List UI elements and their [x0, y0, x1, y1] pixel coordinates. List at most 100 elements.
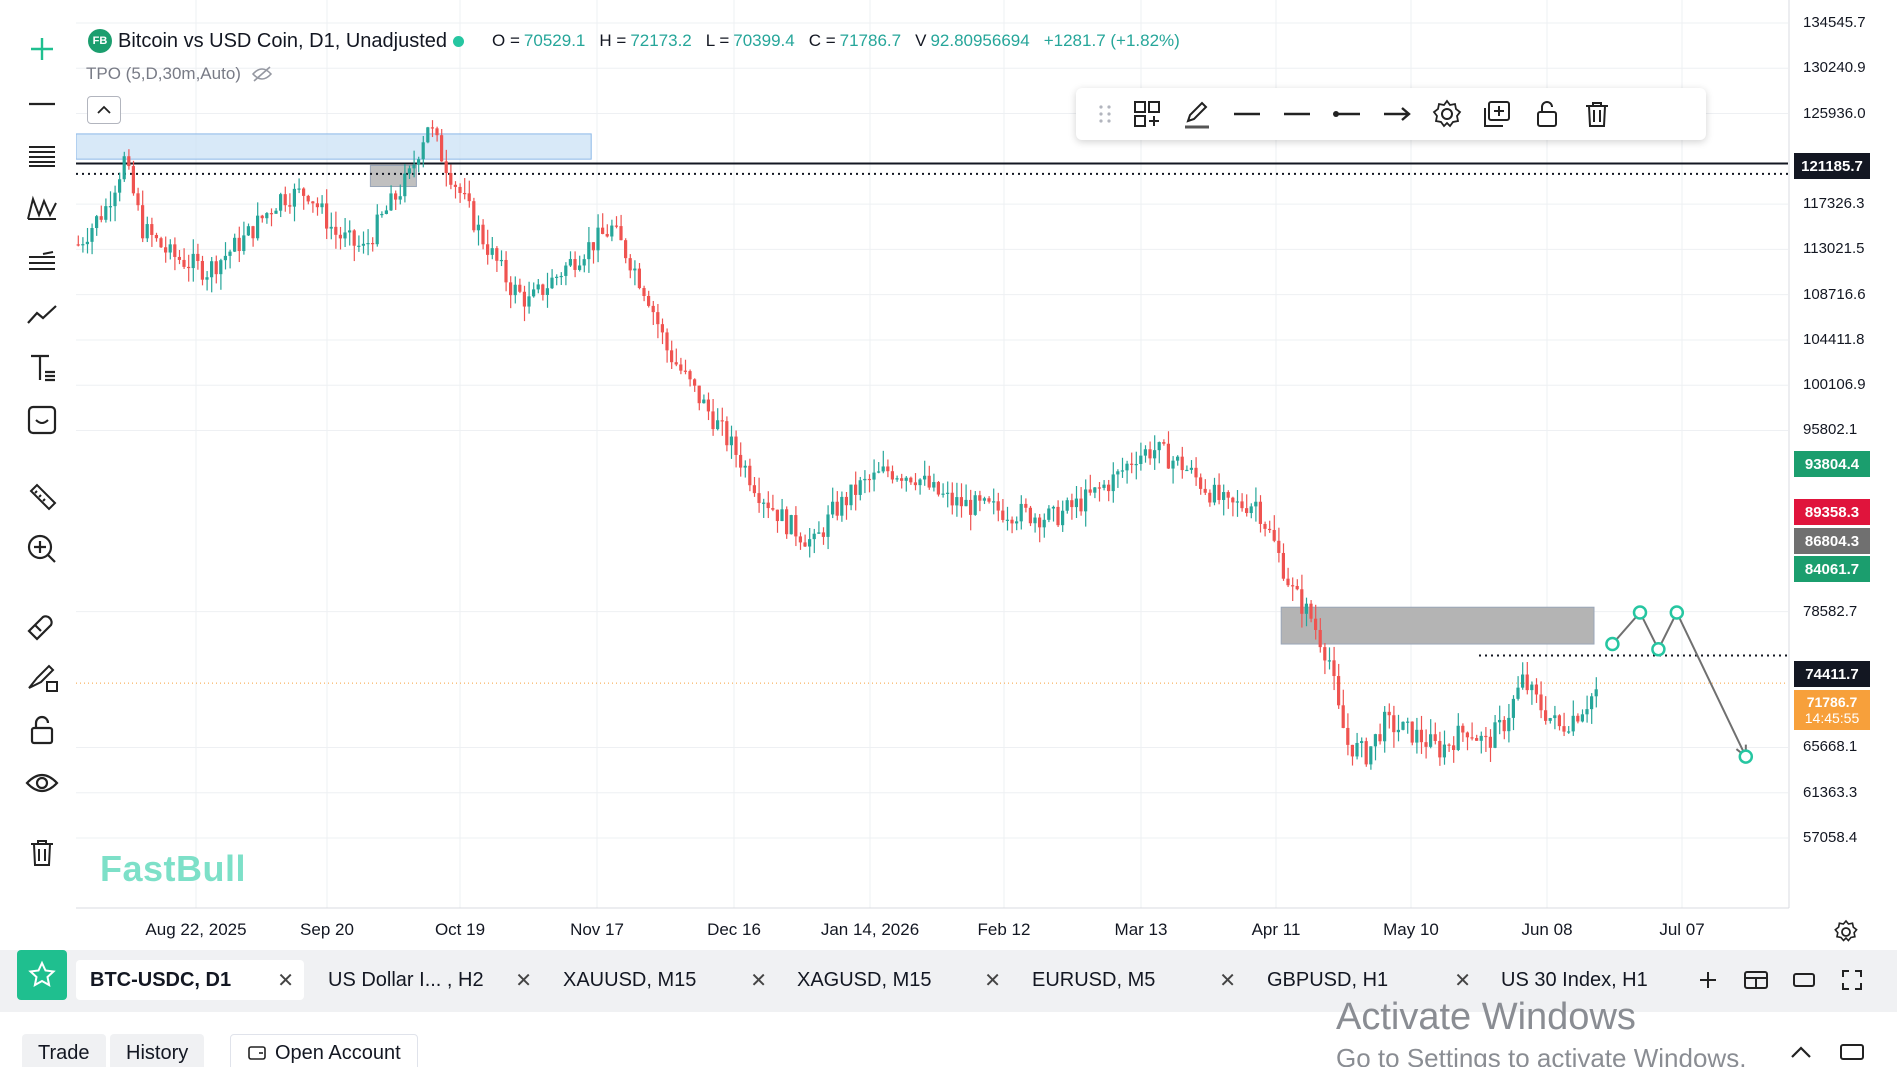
candle-body — [1249, 506, 1253, 514]
chart-tab[interactable]: US 30 Index, H1 — [1487, 960, 1667, 1000]
eye-off-icon[interactable] — [251, 65, 273, 83]
candle-body — [223, 255, 227, 261]
candle-body — [1079, 498, 1083, 512]
arrow-end-icon[interactable] — [1372, 88, 1422, 140]
window-icon[interactable] — [1788, 964, 1820, 996]
candle-body — [886, 466, 890, 472]
candle-body — [1097, 487, 1101, 489]
candle-body — [1511, 698, 1515, 718]
candle-body — [844, 496, 848, 506]
price-chart[interactable] — [76, 0, 1897, 940]
line-end-icon[interactable] — [1322, 88, 1372, 140]
chart-tab[interactable]: BTC-USDC, D1 ✕ — [76, 960, 304, 1000]
candle-body — [959, 497, 963, 507]
candle-body — [743, 465, 747, 468]
low-value: 70399.4 — [733, 31, 795, 50]
watchlist-star-button[interactable] — [17, 950, 67, 1000]
candle-body — [780, 509, 784, 522]
horizontal-line-icon[interactable] — [18, 80, 66, 124]
axis-settings-icon[interactable] — [1832, 918, 1860, 946]
fullscreen-icon[interactable] — [1836, 964, 1868, 996]
chart-tab[interactable]: XAUUSD, M15 ✕ — [549, 960, 777, 1000]
chevron-up-panel-icon[interactable] — [1785, 1036, 1817, 1067]
chart-tab[interactable]: US Dollar I... , H2 ✕ — [314, 960, 542, 1000]
candle-body — [923, 475, 927, 480]
unlock-icon[interactable] — [1522, 88, 1572, 140]
settings-icon[interactable] — [1422, 88, 1472, 140]
eye-icon[interactable] — [18, 761, 66, 805]
chart-title[interactable]: Bitcoin vs USD Coin, D1, Unadjusted — [118, 29, 448, 52]
close-tab-icon[interactable]: ✕ — [984, 969, 1001, 992]
panel-window-icon[interactable] — [1836, 1036, 1868, 1067]
layout-icon[interactable] — [1740, 964, 1772, 996]
candle-body — [826, 514, 830, 537]
delete-icon[interactable] — [1572, 88, 1622, 140]
candle-body — [996, 501, 1000, 511]
chart-tab-label: XAGUSD, M15 — [797, 968, 932, 991]
lock-icon[interactable] — [18, 708, 66, 752]
close-tab-icon[interactable]: ✕ — [1454, 969, 1471, 992]
candle-body — [1231, 497, 1235, 503]
candle-body — [1001, 510, 1005, 520]
chart-tab[interactable]: XAGUSD, M15 ✕ — [783, 960, 1011, 1000]
trade-tab[interactable]: Trade — [22, 1034, 106, 1067]
drag-handle-icon[interactable] — [1088, 88, 1122, 140]
candle-body — [665, 332, 669, 351]
candle-body — [1484, 735, 1488, 738]
collapse-legend-button[interactable] — [87, 96, 121, 124]
pencil-icon[interactable] — [1172, 88, 1222, 140]
candle-body — [950, 492, 954, 506]
trash-icon[interactable] — [18, 830, 66, 874]
fib-lines-icon[interactable] — [18, 133, 66, 177]
candle-body — [1005, 519, 1009, 521]
chart-panel[interactable] — [76, 0, 1897, 940]
candle-body — [840, 496, 844, 516]
date-axis-label: Jan 14, 2026 — [820, 920, 920, 939]
candle-body — [1272, 529, 1276, 541]
candle-body — [821, 532, 825, 537]
sticker-icon[interactable] — [18, 398, 66, 442]
candle-body — [918, 479, 922, 486]
candle-body — [1171, 460, 1175, 469]
parallel-channel-icon[interactable] — [18, 239, 66, 283]
candle-body — [1143, 449, 1147, 456]
candle-body — [1286, 578, 1290, 586]
market-status-dot — [453, 35, 465, 47]
close-tab-icon[interactable]: ✕ — [1219, 969, 1236, 992]
line-width-icon[interactable] — [1272, 88, 1322, 140]
close-tab-icon[interactable]: ✕ — [277, 969, 294, 992]
candle-body — [159, 238, 163, 248]
candle-body — [417, 159, 421, 165]
candle-body — [513, 284, 517, 296]
open-account-button[interactable]: Open Account — [230, 1034, 418, 1067]
candle-body — [660, 324, 664, 333]
add-tab-icon[interactable] — [1692, 964, 1724, 996]
crosshair-icon[interactable] — [18, 27, 66, 71]
line-style-icon[interactable] — [1222, 88, 1272, 140]
text-icon[interactable] — [18, 345, 66, 389]
indicator-name[interactable]: TPO (5,D,30m,Auto) — [86, 64, 241, 83]
candle-body — [246, 226, 250, 236]
brush-lock-icon[interactable] — [18, 655, 66, 699]
close-tab-icon[interactable]: ✕ — [515, 969, 532, 992]
chart-tab[interactable]: EURUSD, M5 ✕ — [1018, 960, 1246, 1000]
candle-body — [481, 224, 485, 245]
candle-body — [205, 277, 209, 280]
candle-body — [1222, 492, 1226, 500]
history-tab[interactable]: History — [110, 1034, 205, 1067]
clone-icon[interactable] — [1472, 88, 1522, 140]
ruler-icon[interactable] — [18, 474, 66, 518]
candle-body — [1530, 684, 1534, 691]
templates-icon[interactable] — [1122, 88, 1172, 140]
candle-body — [237, 237, 241, 252]
trend-line-icon[interactable] — [18, 292, 66, 336]
candle-body — [1268, 528, 1272, 531]
close-tab-icon[interactable]: ✕ — [750, 969, 767, 992]
pattern-icon[interactable] — [18, 186, 66, 230]
candle-body — [1235, 501, 1239, 503]
candle-body — [242, 235, 246, 252]
magnet-icon[interactable] — [18, 602, 66, 646]
candle-body — [122, 156, 126, 180]
zoom-in-icon[interactable] — [18, 527, 66, 571]
chart-tab[interactable]: GBPUSD, H1 ✕ — [1253, 960, 1481, 1000]
